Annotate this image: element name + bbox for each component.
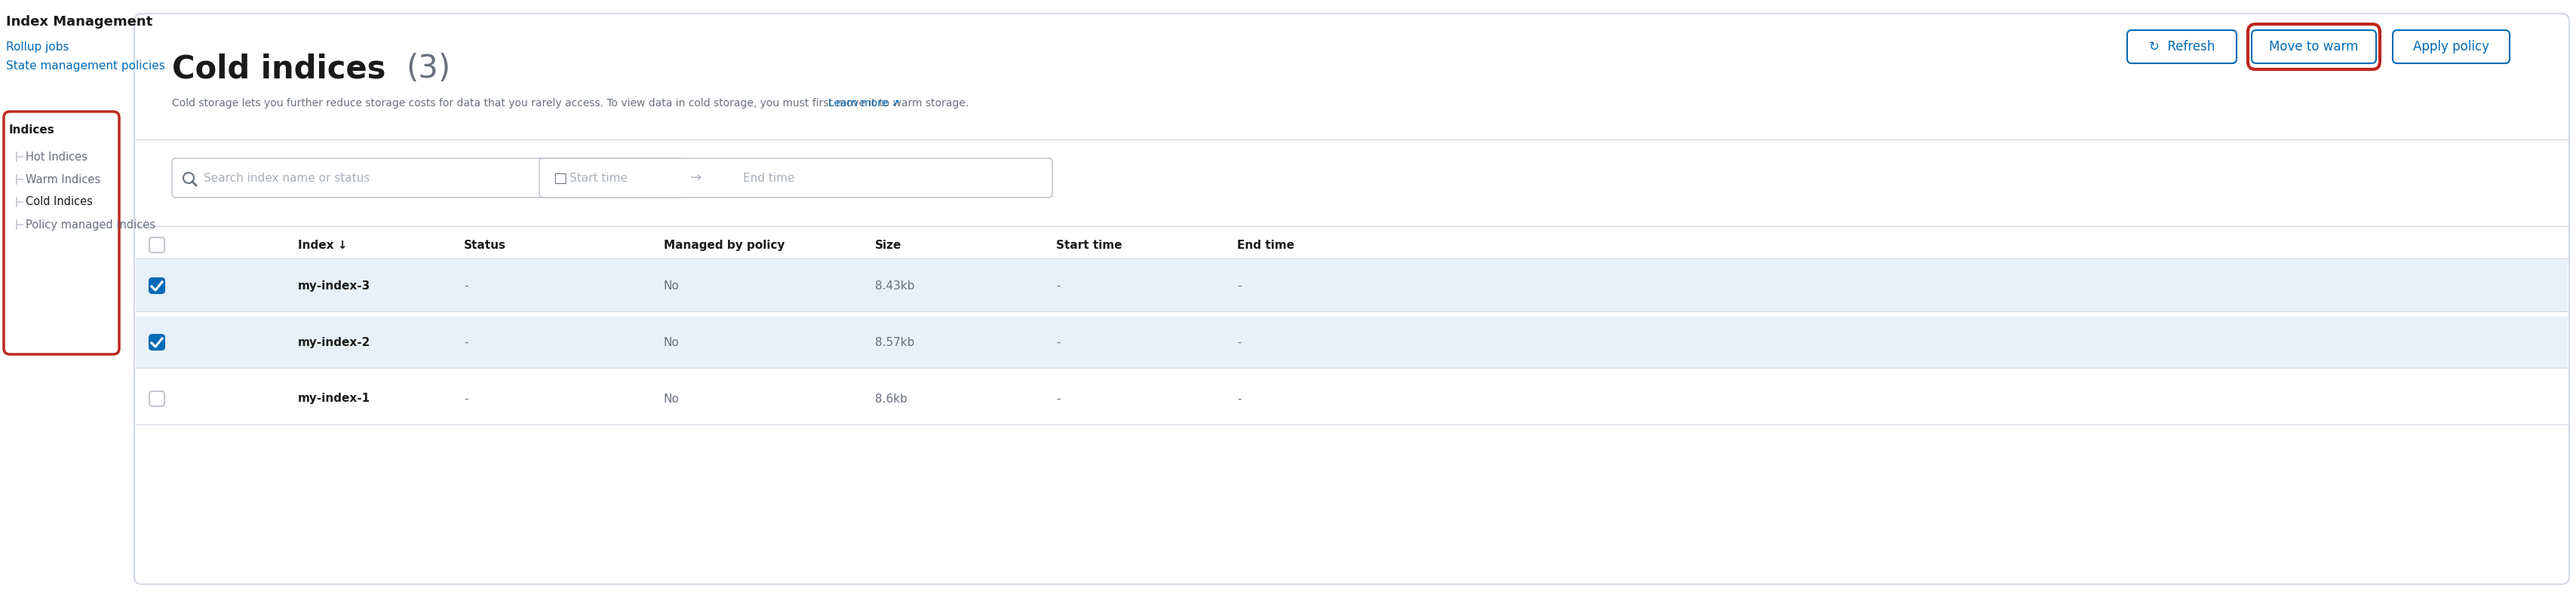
Text: →: →: [690, 171, 701, 185]
FancyBboxPatch shape: [149, 278, 165, 293]
Text: -: -: [1236, 393, 1242, 405]
Text: -: -: [464, 280, 469, 291]
Text: -: -: [1236, 337, 1242, 348]
Text: End time: End time: [742, 172, 793, 184]
Text: State management policies: State management policies: [5, 61, 165, 72]
Text: -: -: [464, 337, 469, 348]
Text: 8.43kb: 8.43kb: [876, 280, 914, 291]
Text: Cold Indices: Cold Indices: [26, 197, 93, 208]
Text: my-index-2: my-index-2: [299, 337, 371, 348]
FancyBboxPatch shape: [3, 112, 118, 354]
Text: 8.6kb: 8.6kb: [876, 393, 907, 405]
Text: -: -: [464, 393, 469, 405]
FancyBboxPatch shape: [173, 158, 685, 197]
Text: Search index name or status: Search index name or status: [204, 172, 371, 184]
Text: ↻  Refresh: ↻ Refresh: [2148, 40, 2215, 53]
Text: Apply policy: Apply policy: [2411, 40, 2488, 53]
FancyBboxPatch shape: [149, 238, 165, 252]
Text: Warm Indices: Warm Indices: [26, 174, 100, 185]
Text: Learn more ↗: Learn more ↗: [827, 98, 899, 109]
Text: Policy managed indices: Policy managed indices: [26, 219, 155, 230]
Text: Hot Indices: Hot Indices: [26, 151, 88, 162]
Text: Rollup jobs: Rollup jobs: [5, 42, 70, 53]
Text: -: -: [1056, 280, 1059, 291]
Text: -: -: [1236, 280, 1242, 291]
Text: -: -: [1056, 337, 1059, 348]
Text: (3): (3): [404, 53, 451, 84]
Text: Move to warm: Move to warm: [2269, 40, 2357, 53]
Bar: [137, 317, 2566, 368]
Text: Size: Size: [876, 239, 902, 251]
FancyBboxPatch shape: [149, 391, 165, 406]
Bar: [137, 260, 2566, 311]
Text: Start time: Start time: [1056, 239, 1121, 251]
Text: my-index-3: my-index-3: [299, 280, 371, 291]
Text: 8.57kb: 8.57kb: [876, 337, 914, 348]
Text: Index ↓: Index ↓: [299, 239, 348, 251]
Text: -: -: [1056, 393, 1059, 405]
FancyBboxPatch shape: [134, 14, 2568, 584]
Text: End time: End time: [1236, 239, 1293, 251]
FancyBboxPatch shape: [149, 334, 165, 350]
Text: □: □: [554, 170, 567, 185]
Text: Start time: Start time: [569, 172, 629, 184]
Text: my-index-1: my-index-1: [299, 393, 371, 405]
Text: Index Management: Index Management: [5, 15, 152, 29]
Text: Indices: Indices: [10, 124, 54, 135]
FancyBboxPatch shape: [2251, 30, 2375, 64]
Text: Cold indices: Cold indices: [173, 53, 386, 84]
Text: No: No: [665, 337, 680, 348]
Text: Cold storage lets you further reduce storage costs for data that you rarely acce: Cold storage lets you further reduce sto…: [173, 98, 969, 109]
Text: No: No: [665, 393, 680, 405]
FancyBboxPatch shape: [538, 158, 1051, 197]
FancyBboxPatch shape: [2393, 30, 2509, 64]
FancyBboxPatch shape: [2128, 30, 2236, 64]
Text: No: No: [665, 280, 680, 291]
Bar: [137, 373, 2566, 424]
Text: Managed by policy: Managed by policy: [665, 239, 786, 251]
Text: Status: Status: [464, 239, 505, 251]
